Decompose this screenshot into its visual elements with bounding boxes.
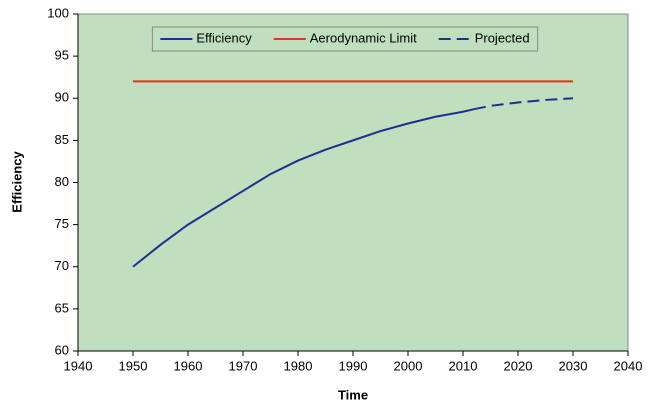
legend: Efficiency Aerodynamic Limit Projected — [151, 26, 539, 52]
x-tick-label: 2020 — [504, 358, 533, 373]
y-tick-label: 90 — [55, 90, 69, 105]
legend-label: Projected — [475, 30, 530, 45]
x-tick-label: 1970 — [229, 358, 258, 373]
x-axis-label: Time — [338, 387, 368, 402]
y-tick-label: 80 — [55, 174, 69, 189]
y-tick-label: 95 — [55, 48, 69, 63]
x-tick-label: 1950 — [119, 358, 148, 373]
x-tick-label: 1990 — [339, 358, 368, 373]
x-tick-label: 2010 — [449, 358, 478, 373]
y-tick-label: 100 — [47, 5, 69, 20]
x-tick-label: 2040 — [614, 358, 643, 373]
y-tick-label: 70 — [55, 258, 69, 273]
x-tick-label: 1980 — [284, 358, 313, 373]
x-tick-label: 2000 — [394, 358, 423, 373]
y-tick-label: 85 — [55, 132, 69, 147]
legend-label: Efficiency — [196, 30, 252, 45]
x-tick-label: 2030 — [559, 358, 588, 373]
legend-box — [151, 26, 539, 52]
y-tick-label: 60 — [55, 342, 69, 357]
x-tick-label: 1960 — [174, 358, 203, 373]
series-line — [473, 97, 574, 111]
legend-label: Aerodynamic Limit — [310, 30, 417, 45]
y-tick-label: 75 — [55, 216, 69, 231]
y-axis-label: Efficiency — [9, 151, 24, 213]
series-line — [132, 108, 475, 268]
y-tick-label: 65 — [55, 300, 69, 315]
x-tick-label: 1940 — [64, 358, 93, 373]
plot-area — [77, 13, 629, 352]
